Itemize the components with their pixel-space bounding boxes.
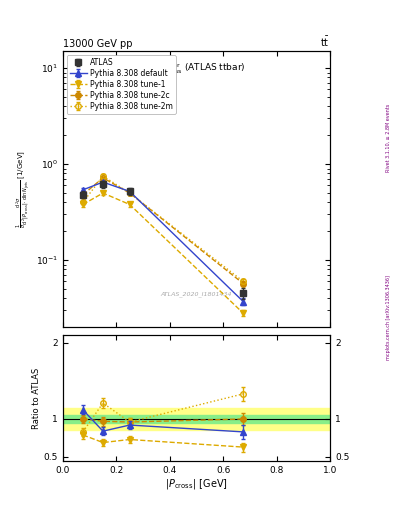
Y-axis label: Ratio to ATLAS: Ratio to ATLAS <box>32 368 41 429</box>
Text: $P^{\,\mathrm{\bar{t}bar}}_{\mathrm{cross}}$ (ATLAS ttbar): $P^{\,\mathrm{\bar{t}bar}}_{\mathrm{cros… <box>158 59 245 76</box>
Text: Rivet 3.1.10, ≥ 2.8M events: Rivet 3.1.10, ≥ 2.8M events <box>386 104 391 173</box>
Text: ATLAS_2020_I1801434: ATLAS_2020_I1801434 <box>161 291 232 297</box>
Bar <box>63 408 330 431</box>
Bar <box>63 415 330 423</box>
Text: t$\bar{\mathrm{t}}$: t$\bar{\mathrm{t}}$ <box>321 35 330 49</box>
Y-axis label: $\frac{1}{\sigma}\frac{\mathrm{d}^2\sigma}{\mathrm{d}^2|P_{\mathrm{cross}}|\cdot: $\frac{1}{\sigma}\frac{\mathrm{d}^2\sigm… <box>15 150 33 228</box>
Text: 13000 GeV pp: 13000 GeV pp <box>63 38 132 49</box>
Text: mcplots.cern.ch [arXiv:1306.3436]: mcplots.cern.ch [arXiv:1306.3436] <box>386 275 391 360</box>
Legend: ATLAS, Pythia 8.308 default, Pythia 8.308 tune-1, Pythia 8.308 tune-2c, Pythia 8: ATLAS, Pythia 8.308 default, Pythia 8.30… <box>67 55 176 114</box>
X-axis label: $|P_{\mathrm{cross}}|$ [GeV]: $|P_{\mathrm{cross}}|$ [GeV] <box>165 477 228 492</box>
